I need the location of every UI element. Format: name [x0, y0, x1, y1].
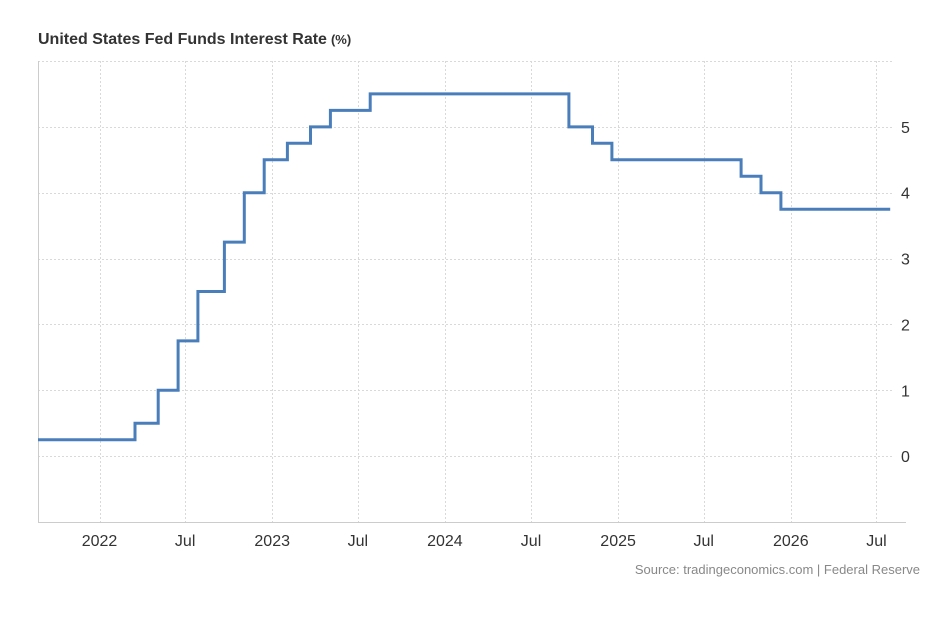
chart-title-unit: (%): [330, 32, 352, 47]
source-note: Source: tradingeconomics.com | Federal R…: [634, 562, 920, 577]
x-tick-label: Jul: [694, 533, 714, 550]
x-tick-label: 2024: [427, 533, 463, 550]
axes: [38, 61, 906, 523]
chart-title: United States Fed Funds Interest Rate (%): [38, 31, 351, 49]
x-tick-label: 2025: [600, 533, 636, 550]
grid: [38, 61, 893, 522]
series-layer: [38, 92, 891, 442]
x-tick-label: 2026: [773, 533, 809, 550]
x-tick-label: 2023: [254, 533, 290, 550]
x-tick-label: Jul: [348, 533, 368, 550]
x-tick-label: Jul: [866, 533, 886, 550]
y-tick-label: 3: [901, 252, 910, 269]
y-tick-label: 2: [901, 317, 910, 334]
tick-labels: 2022 Jul 2023 Jul 2024 Jul 2025 Jul 2026 Jul 0 1 2 3 4…: [82, 120, 910, 550]
x-tick-label: Jul: [175, 533, 195, 550]
x-tick-label: 2022: [82, 533, 118, 550]
y-tick-label: 1: [901, 383, 910, 400]
y-tick-label: 4: [901, 186, 910, 203]
chart-title-text: United States Fed Funds Interest Rate: [38, 31, 327, 48]
rate-step-line: [38, 92, 891, 442]
x-tick-label: Jul: [521, 533, 541, 550]
y-tick-label: 5: [901, 120, 910, 137]
y-tick-label: 0: [901, 449, 910, 466]
